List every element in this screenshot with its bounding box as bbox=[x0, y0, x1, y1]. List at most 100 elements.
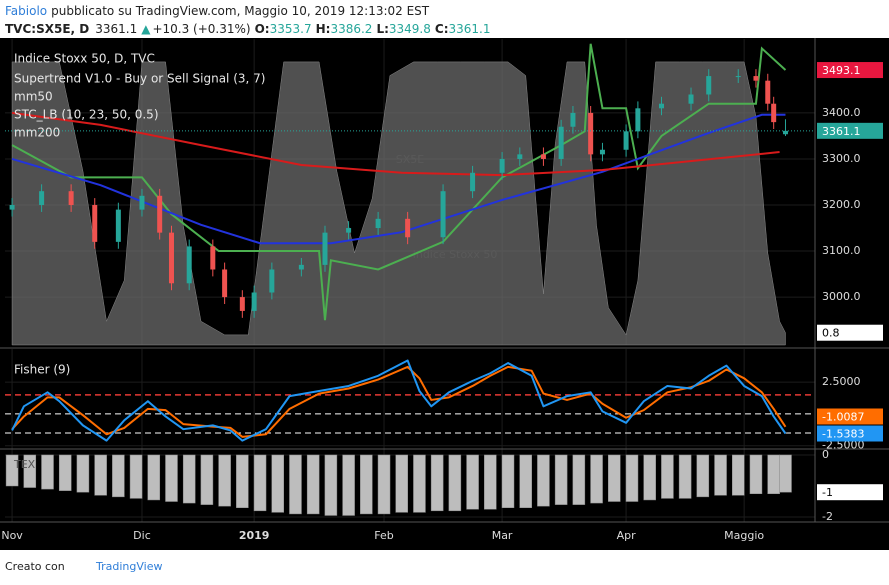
high: 3386.2 bbox=[330, 22, 372, 36]
bar bbox=[182, 454, 196, 504]
candle-body bbox=[570, 112, 576, 127]
y-tick-label: 3200.0 bbox=[822, 198, 861, 211]
panel-title: Indice Stoxx 50, D, TVC bbox=[14, 52, 155, 66]
x-tick-label: Dic bbox=[133, 529, 151, 542]
bar bbox=[625, 454, 639, 502]
low: 3349.8 bbox=[389, 22, 431, 36]
indicator-line bbox=[11, 111, 780, 177]
bar bbox=[501, 454, 515, 508]
header-line: Fabiolo pubblicato su TradingView.com, Ma… bbox=[5, 4, 430, 18]
value-box: -1 bbox=[822, 486, 833, 499]
y-tick-label: 3300.0 bbox=[822, 152, 861, 165]
bar bbox=[218, 454, 231, 507]
bar bbox=[76, 454, 90, 493]
value-box: -1.0087 bbox=[822, 410, 864, 423]
bar bbox=[714, 454, 727, 496]
candle-body bbox=[735, 76, 741, 78]
candle-body bbox=[558, 126, 564, 159]
value-box-box bbox=[817, 122, 883, 139]
candle-body bbox=[9, 205, 15, 210]
candle-body bbox=[659, 103, 665, 109]
bar bbox=[466, 454, 479, 510]
candle-body bbox=[322, 232, 328, 265]
o-label: O: bbox=[255, 22, 270, 36]
candle-body bbox=[623, 131, 629, 150]
bar bbox=[395, 454, 408, 513]
legend-entry: mm200 bbox=[14, 126, 60, 140]
fisher-line bbox=[11, 359, 787, 442]
legend-entry: mm50 bbox=[14, 90, 53, 104]
close: 3361.1 bbox=[449, 22, 491, 36]
value-box-box bbox=[817, 324, 883, 341]
candle-body bbox=[186, 246, 192, 284]
legend-entry: Supertrend V1.0 - Buy or Sell Signal (3,… bbox=[14, 72, 265, 86]
published: pubblicato su TradingView.com, Maggio 10… bbox=[51, 4, 430, 18]
value-box: -1.5383 bbox=[822, 427, 864, 440]
bar bbox=[732, 454, 745, 496]
candle-body bbox=[68, 191, 74, 206]
candle-body bbox=[599, 149, 605, 155]
last: 3361.1 bbox=[95, 22, 137, 36]
bar bbox=[41, 454, 54, 490]
bar bbox=[537, 454, 550, 507]
x-tick-label: Mar bbox=[492, 529, 513, 542]
candle-body bbox=[375, 218, 381, 229]
x-tick-label: 2019 bbox=[239, 529, 270, 542]
value-box-box bbox=[817, 425, 883, 442]
bar bbox=[554, 454, 568, 505]
panel-title: Fisher (9) bbox=[14, 363, 70, 377]
candle-body bbox=[440, 191, 446, 238]
candle-body bbox=[298, 264, 304, 270]
bar bbox=[590, 454, 603, 504]
bar bbox=[165, 454, 178, 502]
change: +10.3 (+0.31%) bbox=[152, 22, 250, 36]
legend-entry: STC_LB (10, 23, 50, 0.5) bbox=[14, 108, 159, 122]
candle-body bbox=[168, 232, 174, 284]
candle-body bbox=[222, 269, 228, 298]
candle-body bbox=[588, 112, 594, 155]
bar bbox=[342, 454, 355, 516]
bar bbox=[236, 454, 249, 508]
bar bbox=[572, 454, 586, 505]
h-label: H: bbox=[316, 22, 331, 36]
bar bbox=[430, 454, 444, 512]
candle-body bbox=[251, 292, 257, 311]
symbol: TVC:SX5E, D bbox=[5, 22, 89, 36]
y-tick-label: 3400.0 bbox=[822, 106, 861, 119]
bar bbox=[608, 454, 621, 502]
bar bbox=[519, 454, 532, 508]
value-box-box bbox=[817, 62, 883, 79]
bar bbox=[129, 454, 143, 499]
footer-text: Creato con bbox=[5, 560, 65, 573]
candle-body bbox=[239, 297, 245, 311]
y-tick-label: 2.5000 bbox=[822, 375, 861, 388]
bar bbox=[289, 454, 302, 515]
bar bbox=[696, 454, 710, 498]
bar bbox=[767, 454, 780, 495]
footer-brand[interactable]: TradingView bbox=[95, 560, 162, 573]
bar bbox=[749, 454, 763, 495]
candle-body bbox=[39, 191, 45, 206]
value-box: 3493.1 bbox=[822, 64, 861, 77]
candle-body bbox=[765, 80, 771, 104]
bar bbox=[200, 454, 214, 505]
y-tick-label: -2.5000 bbox=[822, 439, 864, 452]
candle-body bbox=[782, 130, 788, 135]
candle-body bbox=[706, 76, 712, 95]
value-box: 0.8 bbox=[822, 327, 840, 340]
bar bbox=[58, 454, 72, 491]
y-tick-label: 0 bbox=[822, 448, 829, 461]
bar bbox=[253, 454, 267, 512]
candle-body bbox=[405, 218, 411, 238]
bar bbox=[23, 454, 37, 488]
panel-title: TEX bbox=[13, 458, 36, 471]
bar bbox=[484, 454, 497, 510]
bar bbox=[271, 454, 285, 513]
value-box: 3361.1 bbox=[822, 125, 861, 138]
arrow: ▲ bbox=[141, 22, 151, 36]
y-tick-label: 3000.0 bbox=[822, 290, 861, 303]
bar bbox=[360, 454, 373, 515]
bar bbox=[661, 454, 674, 499]
